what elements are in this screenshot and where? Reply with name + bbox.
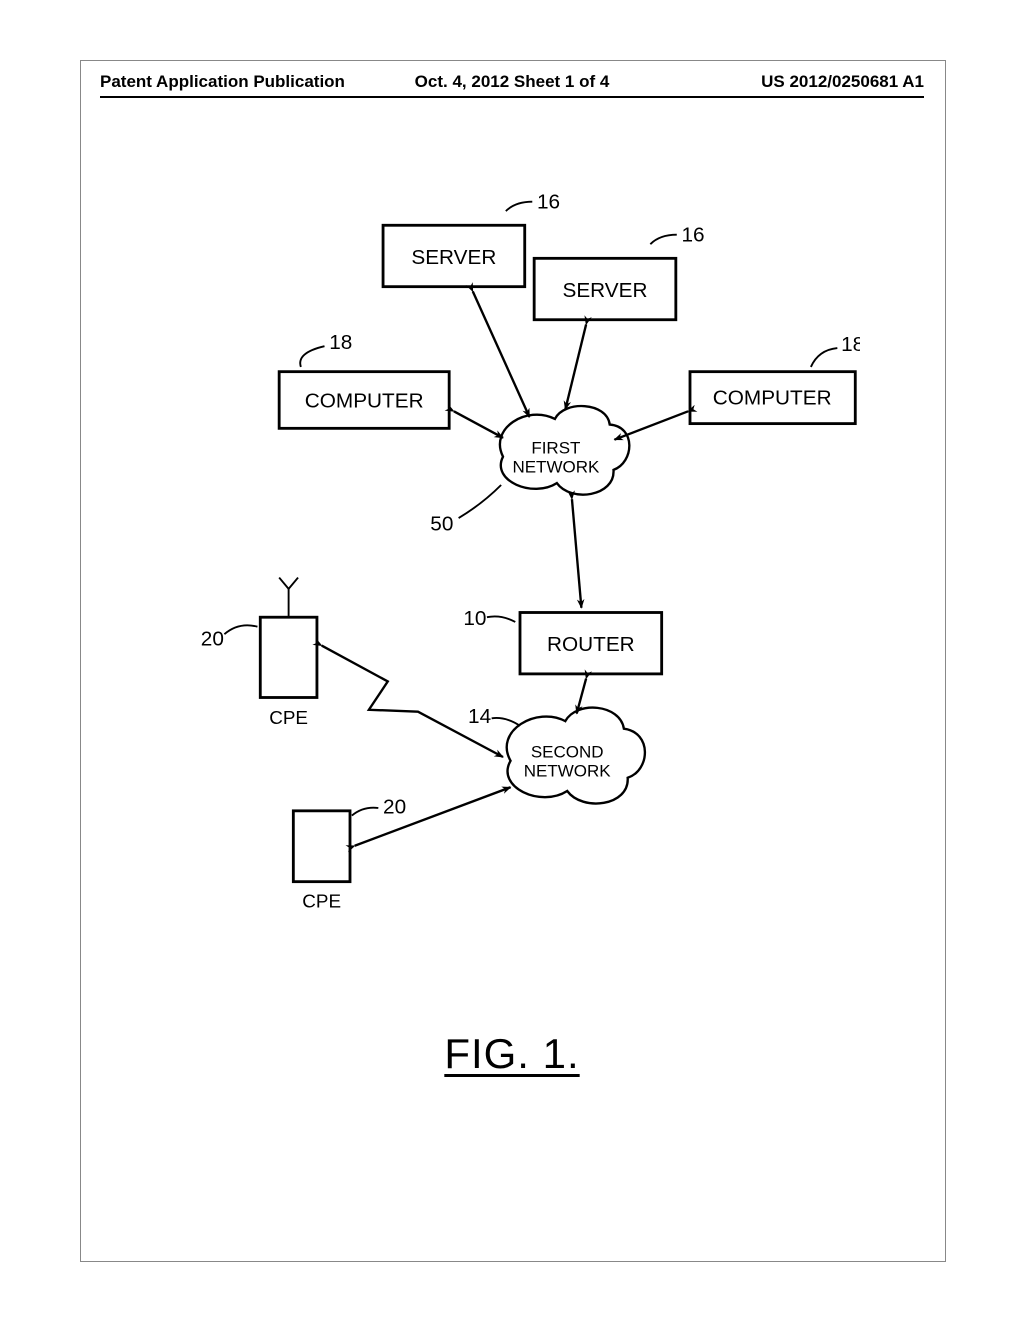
edge-server2-net1 — [565, 324, 586, 409]
cpe2-label: CPE — [302, 891, 341, 912]
header-left: Patent Application Publication — [100, 72, 375, 92]
edge-server1-net1 — [473, 291, 530, 417]
router-label: ROUTER — [547, 633, 635, 656]
server1-box: SERVER — [383, 225, 525, 286]
ref-computer2: 18 — [811, 333, 860, 367]
figure-caption: FIG. 1. — [0, 1030, 1024, 1078]
edge-cpe2-net2 — [355, 787, 511, 846]
page-header: Patent Application Publication Oct. 4, 2… — [100, 72, 924, 92]
svg-text:10: 10 — [463, 607, 486, 630]
ref-cpe2: 20 — [352, 796, 406, 819]
cpe1-label: CPE — [269, 708, 308, 729]
ref-server1: 16 — [506, 190, 560, 213]
ref-server2: 16 — [650, 223, 704, 246]
computer2-label: COMPUTER — [713, 387, 832, 410]
svg-text:16: 16 — [537, 190, 560, 213]
ref-net2: 14 — [468, 705, 520, 728]
edge-net1-router — [572, 499, 581, 608]
svg-text:18: 18 — [329, 331, 352, 354]
edge-computer1-net1 — [454, 411, 503, 437]
svg-text:50: 50 — [430, 512, 453, 535]
svg-text:16: 16 — [682, 223, 705, 246]
computer1-box: COMPUTER — [279, 372, 449, 429]
ref-cpe1: 20 — [201, 625, 258, 650]
server2-box: SERVER — [534, 258, 676, 319]
router-box: ROUTER — [520, 613, 662, 674]
ref-computer1: 18 — [300, 331, 352, 367]
svg-text:18: 18 — [841, 333, 860, 356]
computer1-label: COMPUTER — [305, 389, 424, 412]
ref-net1: 50 — [430, 485, 501, 535]
cpe1-box: CPE — [260, 578, 317, 730]
svg-text:20: 20 — [383, 796, 406, 819]
ref-router: 10 — [463, 607, 515, 630]
second-network-label-1: SECOND — [531, 743, 604, 762]
svg-text:14: 14 — [468, 705, 491, 728]
second-network-label-2: NETWORK — [524, 762, 612, 781]
second-network-cloud: SECOND NETWORK — [507, 708, 645, 804]
header-center: Oct. 4, 2012 Sheet 1 of 4 — [375, 72, 650, 92]
first-network-label-2: NETWORK — [512, 457, 600, 476]
computer2-box: COMPUTER — [690, 372, 855, 424]
edge-computer2-net1 — [614, 411, 688, 439]
header-rule — [100, 96, 924, 98]
cpe2-box: CPE — [293, 811, 350, 913]
network-diagram: FIRST NETWORK SECOND NETWORK SERVER SERV… — [180, 160, 860, 980]
server1-label: SERVER — [411, 246, 496, 269]
edge-cpe1-net2-wireless — [322, 646, 503, 757]
server2-label: SERVER — [562, 279, 647, 302]
first-network-label-1: FIRST — [531, 439, 580, 458]
svg-text:20: 20 — [201, 628, 224, 651]
first-network-cloud: FIRST NETWORK — [500, 406, 629, 495]
header-right: US 2012/0250681 A1 — [649, 72, 924, 92]
